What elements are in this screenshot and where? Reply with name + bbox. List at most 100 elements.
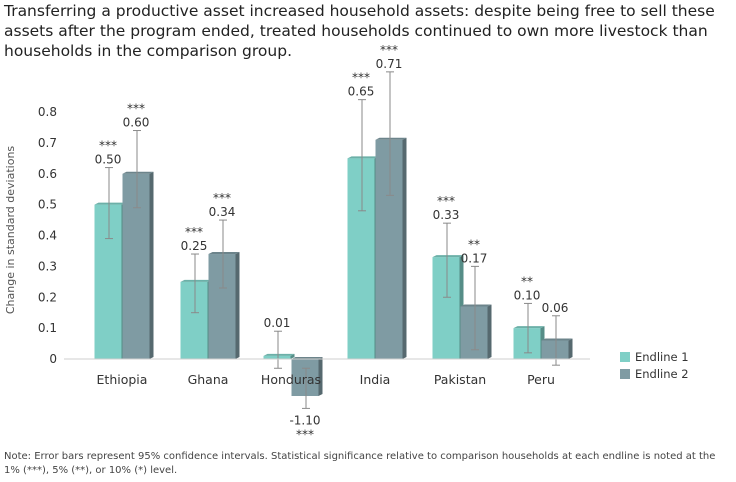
bar-side (149, 171, 154, 359)
bar-front (460, 306, 488, 359)
bar-side (487, 304, 492, 359)
x-axis-categories: Ethiopia Ghana Honduras India Pakistan Peru (97, 372, 555, 387)
x-tick-label: Peru (527, 372, 555, 387)
bar-side (402, 137, 407, 359)
error-bar (302, 367, 310, 409)
chart-title: Transferring a productive asset increase… (4, 2, 715, 60)
data-label-significance: *** (296, 427, 314, 441)
bar-pakistan-1 (432, 255, 464, 359)
bar-top (208, 252, 240, 255)
bar-front (432, 257, 460, 359)
data-label-value: 0.65 (348, 85, 375, 99)
error-bar (471, 265, 479, 351)
bar-top (347, 156, 379, 159)
bars (64, 71, 590, 409)
data-labels: 0.50***0.25***0.010.65***0.33***0.10**0.… (95, 43, 569, 442)
bar-front (180, 281, 208, 359)
y-tick-label: 0.1 (38, 321, 57, 335)
bar-honduras-1 (263, 353, 295, 359)
bar-honduras-2 (291, 357, 323, 396)
data-label-value: 0.06 (542, 301, 569, 315)
error-bar (219, 219, 227, 289)
data-label-significance: *** (99, 139, 117, 153)
bar-front (347, 158, 375, 359)
data-label-value: -1.10 (289, 413, 320, 427)
data-label-value: 0.60 (123, 116, 150, 130)
y-tick-label: 0 (49, 352, 57, 366)
legend-label: Endline 2 (635, 367, 689, 381)
y-tick-label: 0.3 (38, 259, 57, 273)
error-bar (443, 222, 451, 298)
legend-item-1: Endline 1 (620, 350, 689, 364)
x-tick-label: Ethiopia (97, 372, 148, 387)
data-label-significance: ** (468, 237, 480, 251)
data-label-significance: *** (213, 191, 231, 205)
bar-front (122, 173, 150, 359)
bar-peru-2 (541, 338, 573, 359)
y-tick-label: 0.4 (38, 229, 57, 243)
footnote: Note: Error bars represent 95% confidenc… (4, 451, 716, 476)
bar-front (291, 359, 319, 396)
y-axis-label-group: Change in standard deviations (4, 146, 17, 315)
bar-side (568, 338, 573, 359)
bar-top (432, 255, 464, 258)
y-axis-ticks: 0 0.1 0.2 0.3 0.4 0.5 0.6 0.7 0.8 (38, 105, 57, 366)
bar-top (180, 279, 212, 282)
bar-top (460, 304, 492, 307)
y-tick-label: 0.6 (38, 167, 57, 181)
y-tick-label: 0.5 (38, 198, 57, 212)
legend-label: Endline 1 (635, 350, 689, 364)
error-bar (191, 253, 199, 314)
bar-top (513, 326, 545, 329)
bar-front (208, 254, 236, 359)
data-label-significance: *** (352, 71, 370, 85)
legend: Endline 1 Endline 2 (620, 350, 689, 381)
bar-front (263, 355, 291, 359)
data-label-value: 0.01 (264, 316, 291, 330)
data-label-value: 0.17 (461, 251, 488, 265)
data-label-value: 0.34 (209, 205, 236, 219)
bar-pakistan-2 (460, 304, 492, 359)
data-label-value: 0.33 (433, 208, 460, 222)
x-tick-label: Pakistan (434, 372, 486, 387)
bar-side (235, 252, 240, 359)
y-axis-label: Change in standard deviations (4, 146, 17, 315)
error-bar (386, 71, 394, 196)
bar-ethiopia-1 (94, 202, 126, 359)
bar-top (122, 171, 154, 174)
data-label-value: 0.50 (95, 153, 122, 167)
error-bar (105, 167, 113, 240)
data-label-significance: *** (437, 194, 455, 208)
bar-front (375, 139, 403, 359)
bar-india-2 (375, 137, 407, 359)
data-label-significance: ** (521, 274, 533, 288)
error-bar (524, 302, 532, 354)
legend-swatch (620, 369, 630, 379)
y-tick-label: 0.8 (38, 105, 57, 119)
bar-ghana-1 (180, 279, 212, 359)
bar-side (318, 357, 323, 396)
y-tick-label: 0.2 (38, 290, 57, 304)
data-label-significance: *** (127, 102, 145, 116)
bar-side (290, 353, 295, 359)
bar-front (513, 328, 541, 359)
data-label-value: 0.25 (181, 239, 208, 253)
error-bar (552, 315, 560, 366)
data-label-significance: *** (185, 225, 203, 239)
bar-front (541, 340, 569, 359)
data-label-value: 0.10 (514, 288, 541, 302)
bar-top (375, 137, 407, 140)
x-tick-label: India (360, 372, 391, 387)
bar-peru-1 (513, 326, 545, 359)
bar-front (94, 204, 122, 359)
error-bar (274, 330, 282, 369)
bar-india-1 (347, 156, 379, 359)
legend-swatch (620, 352, 630, 362)
bar-ghana-2 (208, 252, 240, 359)
data-label-value: 0.71 (376, 57, 403, 71)
x-tick-label: Ghana (188, 372, 229, 387)
bar-top (263, 353, 295, 356)
bar-top (94, 202, 126, 205)
y-tick-label: 0.7 (38, 136, 57, 150)
